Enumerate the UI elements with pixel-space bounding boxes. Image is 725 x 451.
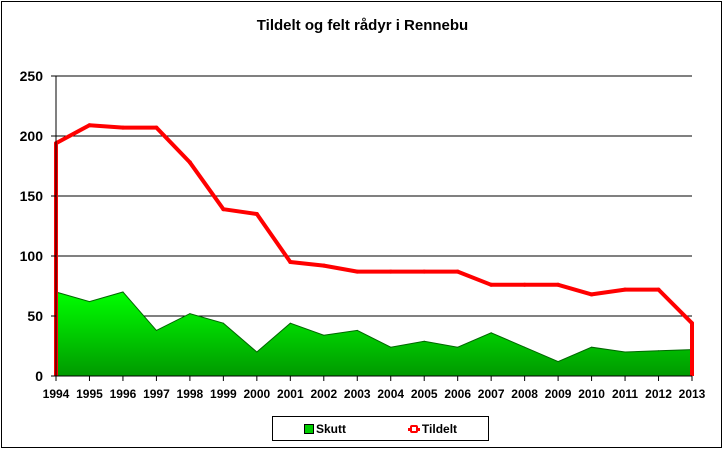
legend-swatch-skutt	[303, 423, 314, 434]
x-tick-label: 2002	[310, 387, 337, 401]
legend-label-skutt: Skutt	[315, 421, 346, 436]
x-tick-label: 2012	[645, 387, 672, 401]
x-tick-label: 2000	[243, 387, 270, 401]
data-point-tildelt-2009	[556, 282, 561, 287]
data-point-skutt-1996	[122, 291, 124, 293]
data-point-tildelt-1997	[154, 125, 159, 130]
x-tick-label: 1999	[210, 387, 237, 401]
data-point-skutt-2009	[557, 361, 559, 363]
data-point-tildelt-2005	[422, 269, 427, 274]
data-point-tildelt-2006	[455, 269, 460, 274]
data-point-tildelt-2011	[623, 287, 628, 292]
y-tick-label: 0	[35, 368, 43, 384]
data-point-skutt-1998	[189, 313, 191, 315]
x-tick-label: 2011	[612, 387, 638, 401]
data-point-tildelt-1995	[87, 123, 92, 128]
grid-layer	[56, 75, 692, 317]
y-tick-label: 200	[20, 128, 44, 144]
x-tick-label: 2013	[679, 387, 706, 401]
axis-layer: 0 50 100 150 200 250 1994 1995 1996 1997 1998 1999 2…	[20, 68, 706, 401]
x-tick-label: 2010	[578, 387, 605, 401]
data-point-tildelt-2002	[321, 263, 326, 268]
data-point-skutt-2007	[490, 332, 492, 334]
legend-item-tildelt: Tildelt	[407, 421, 458, 436]
x-tick-label: 2006	[444, 387, 471, 401]
area-layer	[55, 291, 693, 376]
x-tick-label: 1995	[76, 387, 103, 401]
data-point-skutt-2002	[323, 334, 325, 336]
data-point-tildelt-2012	[656, 287, 661, 292]
legend-swatch-tildelt-marker	[409, 424, 418, 433]
x-tick-label: 1994	[43, 387, 70, 401]
x-tick-label: 1997	[143, 387, 170, 401]
x-tick-label: 2003	[344, 387, 371, 401]
data-point-skutt-2006	[457, 346, 459, 348]
data-point-skutt-2004	[390, 346, 392, 348]
data-point-tildelt-2001	[288, 260, 293, 264]
x-tick-label: 2008	[511, 387, 538, 401]
y-tick-label: 50	[27, 308, 43, 324]
data-point-tildelt-2013	[690, 321, 694, 326]
data-point-skutt-2005	[423, 340, 425, 342]
x-tick-label: 1996	[110, 387, 137, 401]
data-point-tildelt-2004	[388, 269, 393, 274]
data-point-tildelt-1996	[120, 125, 125, 130]
data-point-tildelt-2007	[489, 282, 494, 287]
data-point-skutt-1997	[155, 329, 157, 331]
x-tick-label: 2007	[478, 387, 505, 401]
y-tick-label: 100	[20, 248, 44, 264]
data-point-skutt-1999	[222, 322, 224, 324]
data-point-skutt-2010	[591, 346, 593, 348]
area-series-skutt-edge	[55, 291, 693, 363]
legend-label-tildelt: Tildelt	[421, 421, 458, 436]
y-tick-label: 150	[20, 188, 44, 204]
x-tick-label: 1998	[177, 387, 204, 401]
area-series-skutt	[56, 292, 692, 376]
x-tick-label: 2009	[545, 387, 572, 401]
data-point-tildelt-2010	[589, 292, 594, 297]
data-point-skutt-2012	[658, 350, 660, 352]
data-point-tildelt-1999	[221, 207, 226, 212]
data-point-skutt-2001	[289, 322, 291, 324]
line-layer	[54, 123, 694, 376]
legend: Skutt Tildelt	[272, 416, 489, 441]
chart-title: Tildelt og felt rådyr i Rennebu	[256, 17, 469, 34]
data-point-tildelt-1998	[187, 160, 192, 165]
data-point-skutt-2003	[356, 329, 358, 331]
data-point-tildelt-2008	[522, 282, 527, 287]
data-point-skutt-2008	[524, 346, 526, 348]
data-point-tildelt-2000	[254, 212, 259, 216]
data-point-tildelt-2003	[355, 269, 360, 274]
data-point-skutt-2000	[256, 351, 258, 353]
x-tick-label: 2005	[411, 387, 438, 401]
legend-item-skutt: Skutt	[303, 421, 346, 436]
data-point-skutt-1995	[88, 301, 90, 303]
y-tick-label: 250	[20, 68, 44, 84]
data-point-skutt-2011	[624, 351, 626, 353]
x-tick-label: 2001	[277, 387, 304, 401]
legend-swatch-tildelt	[407, 423, 420, 435]
x-tick-label: 2004	[377, 387, 404, 401]
line-series-tildelt	[54, 123, 694, 376]
